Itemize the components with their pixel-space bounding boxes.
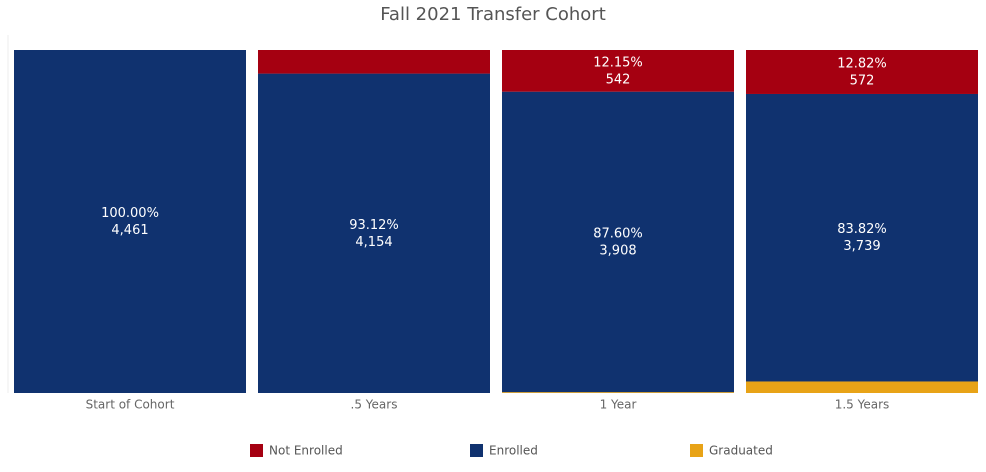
bar-segment <box>746 381 978 393</box>
value-label: 87.60% <box>593 226 643 241</box>
bar-segment <box>746 50 978 94</box>
x-tick-label: 1 Year <box>600 398 637 412</box>
bar-segment <box>258 50 490 74</box>
value-label: 100.00% <box>101 206 159 221</box>
legend-label: Graduated <box>709 444 773 458</box>
bar-segment <box>258 73 490 394</box>
x-tick-label: 1.5 Years <box>835 398 890 412</box>
bar-segment <box>746 93 978 382</box>
value-label: 83.82% <box>837 222 887 237</box>
value-label: 93.12% <box>349 218 399 233</box>
chart-title: Fall 2021 Transfer Cohort <box>380 4 606 25</box>
x-tick-label: .5 Years <box>351 398 398 412</box>
x-tick-label: Start of Cohort <box>86 398 175 412</box>
bar-segment <box>502 50 734 92</box>
value-label: 12.82% <box>837 56 887 71</box>
value-label: 12.15% <box>593 55 643 70</box>
legend-label: Not Enrolled <box>269 444 343 458</box>
bar-segment <box>502 91 734 393</box>
bar-segment <box>502 392 734 393</box>
legend-swatch <box>250 444 263 457</box>
count-label: 4,154 <box>355 235 392 250</box>
count-label: 3,908 <box>599 243 636 258</box>
legend-label: Enrolled <box>489 444 538 458</box>
count-label: 542 <box>606 72 631 87</box>
legend-swatch <box>690 444 703 457</box>
legend-swatch <box>470 444 483 457</box>
bar-segment <box>14 50 246 393</box>
count-label: 572 <box>850 73 875 88</box>
count-label: 3,739 <box>843 239 880 254</box>
count-label: 4,461 <box>111 223 148 238</box>
